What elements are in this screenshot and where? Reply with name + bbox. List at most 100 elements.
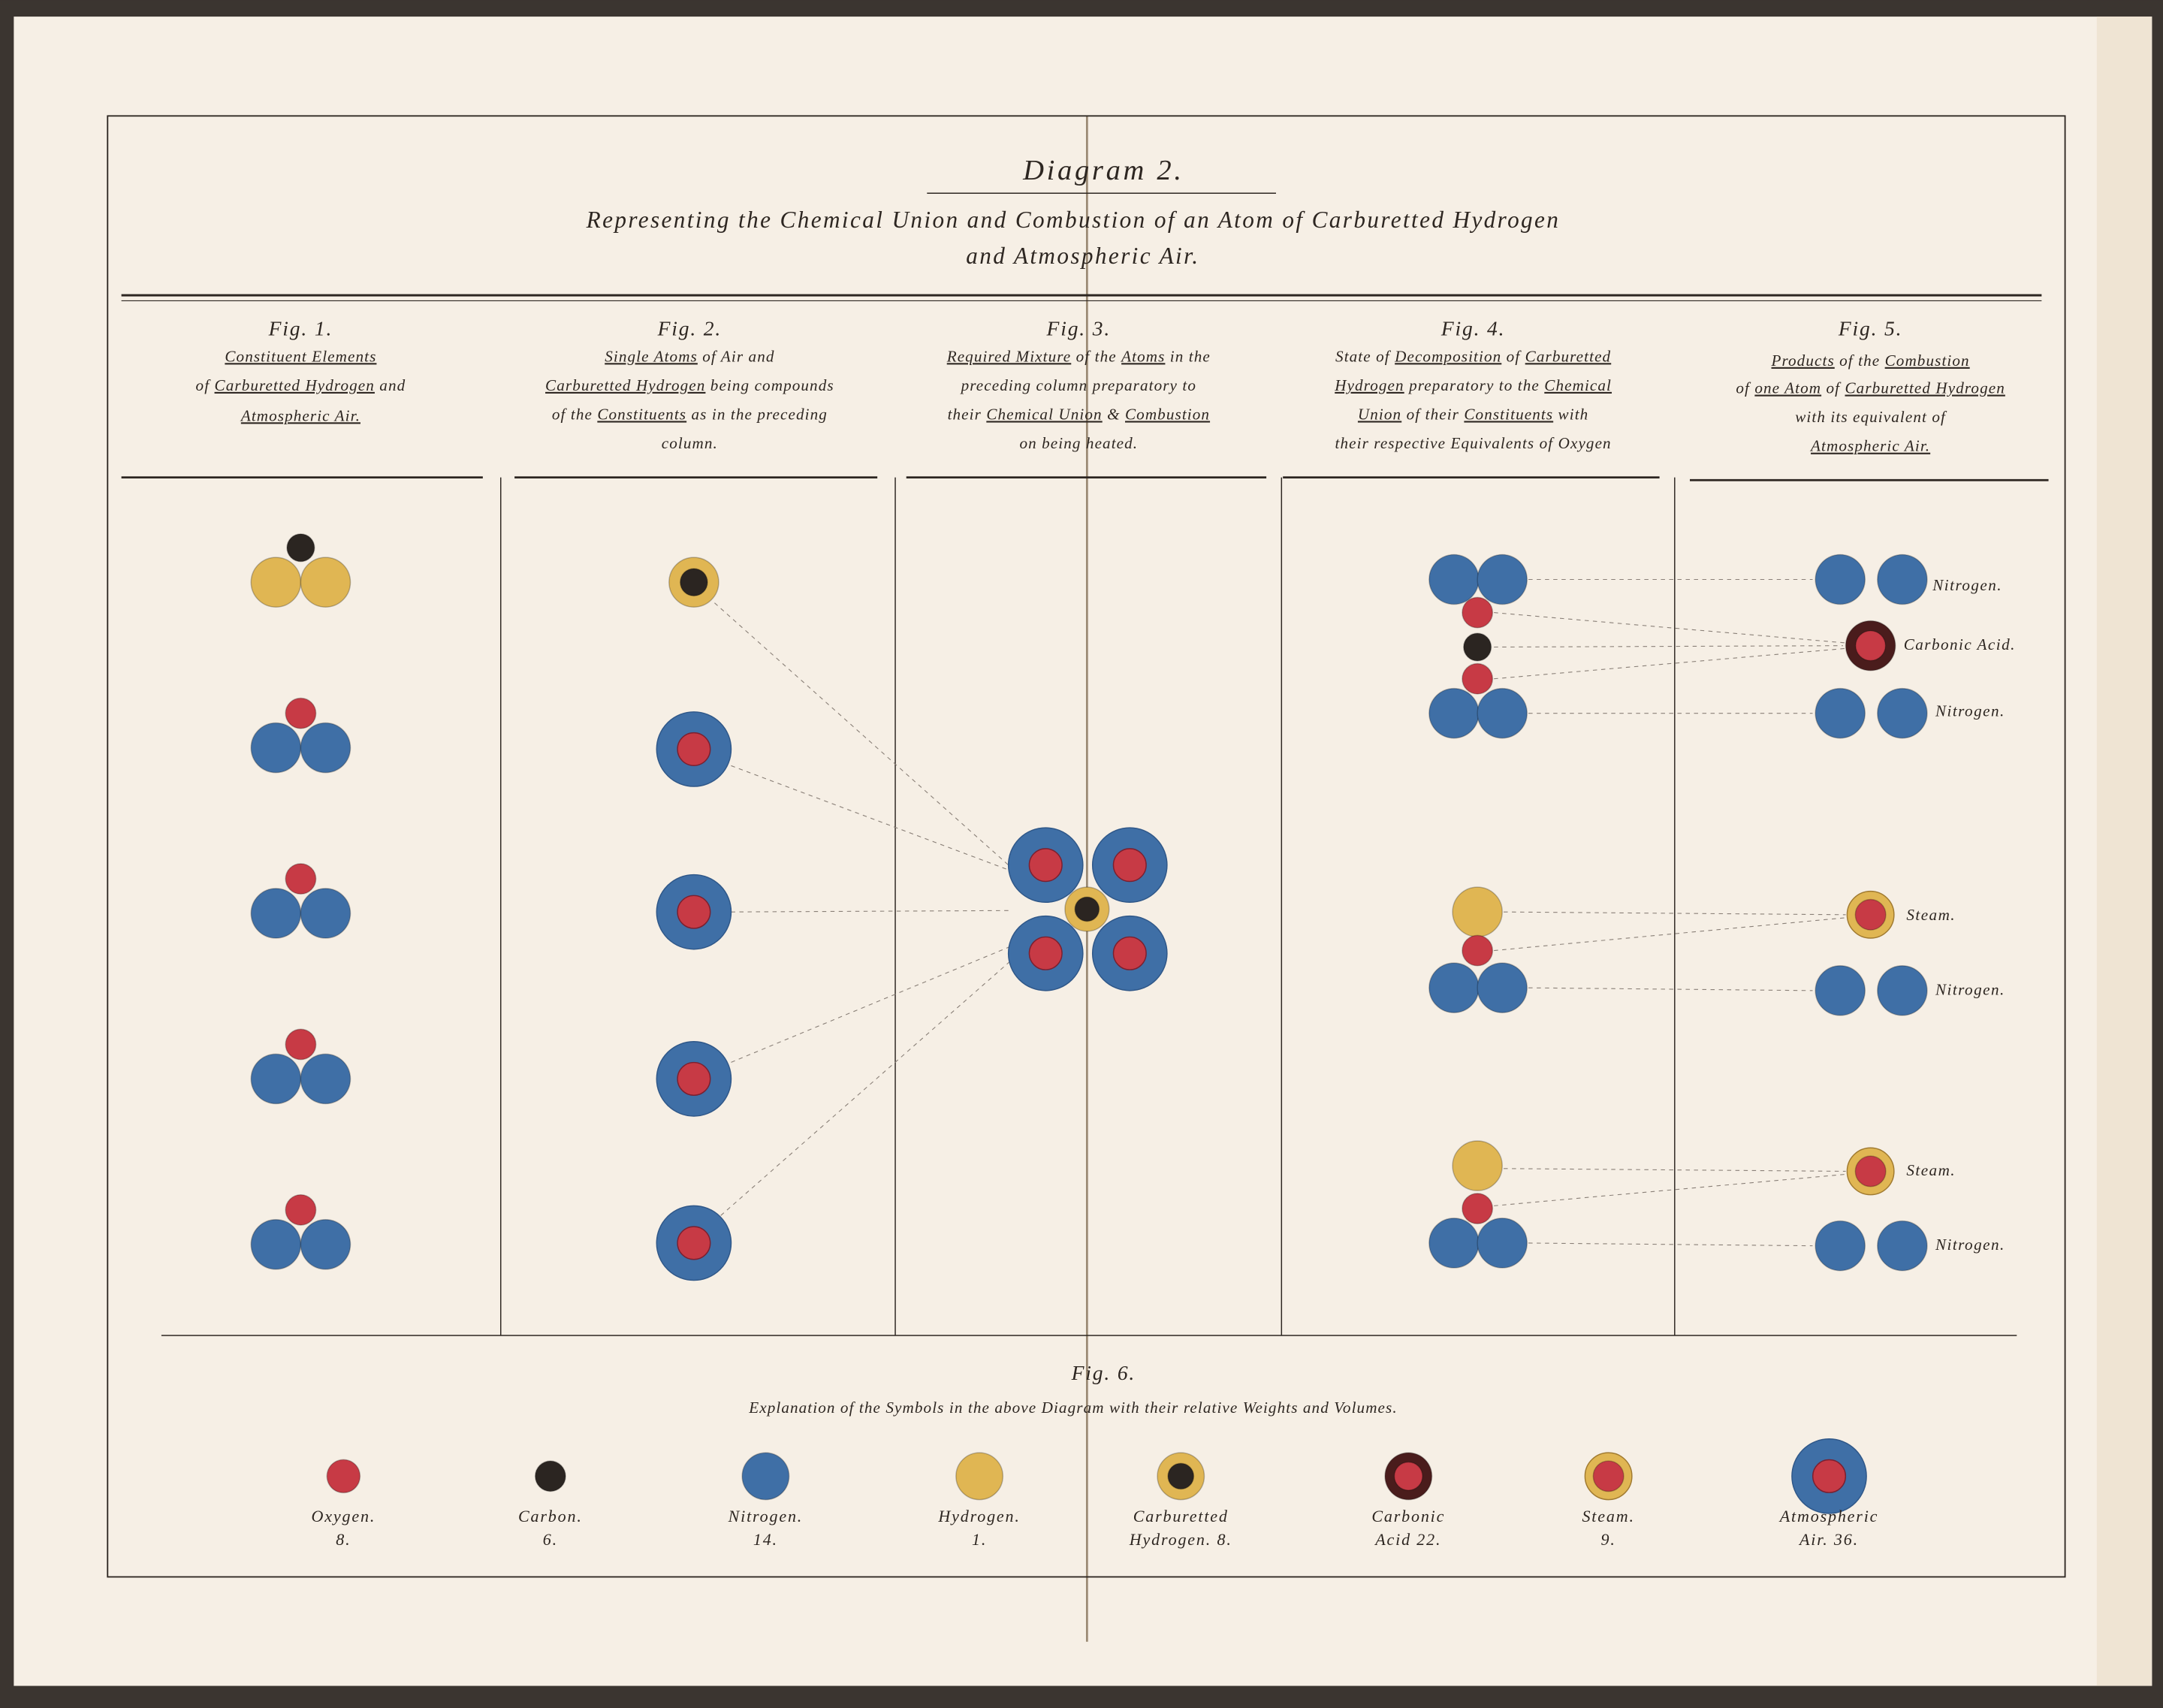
- caption-underlined-text: Chemical Union: [986, 405, 1102, 423]
- carbonic-acid-core-icon: [1855, 630, 1887, 662]
- atmospheric-air-core-icon: [1812, 1459, 1847, 1493]
- fig-title: Fig. 4.: [1440, 316, 1506, 339]
- caption-underlined-text: Constituents: [1464, 405, 1553, 423]
- caption-underlined-text: Hydrogen: [1334, 376, 1404, 394]
- fig-title: Fig. 1.: [268, 316, 333, 339]
- steam-core-icon: [1854, 1155, 1887, 1187]
- nitrogen-atom-icon: [1477, 962, 1528, 1013]
- caption-line: Hydrogen preparatory to the Chemical: [1334, 376, 1612, 394]
- hydrogen-atom-icon: [300, 557, 351, 608]
- atmospheric-air-core-icon: [677, 732, 711, 766]
- caption-line: Single Atoms of Air and: [605, 347, 774, 365]
- caption-line: preceding column preparatory to: [960, 376, 1196, 394]
- connector-line: [1494, 916, 1849, 952]
- connector-line: [1504, 911, 1846, 916]
- connector-line: [1504, 1168, 1846, 1172]
- caption-line: of Carburetted Hydrogen and: [196, 376, 406, 394]
- caption-line: Products of the Combustion: [1771, 352, 1970, 370]
- nitrogen-atom-icon: [741, 1452, 790, 1501]
- steam-core-icon: [1854, 898, 1887, 931]
- caption-text: and: [375, 376, 406, 394]
- caption-underlined-text: Carburetted Hydrogen: [545, 376, 705, 394]
- caption-text: of Air and: [698, 347, 775, 365]
- caption-text: in the: [1165, 347, 1210, 365]
- caption-text: column.: [662, 434, 718, 452]
- caption-line: on being heated.: [1019, 434, 1138, 452]
- legend-weight: 6.: [543, 1530, 558, 1549]
- connector-line: [1494, 645, 1843, 648]
- legend-label: Atmospheric: [1778, 1507, 1879, 1525]
- hydrogen-atom-icon: [955, 1452, 1004, 1501]
- oxygen-atom-icon: [285, 697, 317, 729]
- caption-underlined-text: Carburetted Hydrogen: [215, 376, 375, 394]
- atmospheric-air-core-icon: [677, 1061, 711, 1096]
- diagram-title: Diagram 2.: [1022, 155, 1184, 186]
- legend-weight: 9.: [1601, 1530, 1616, 1549]
- plate-border: [107, 115, 2066, 1578]
- caption-text: preparatory to the: [1404, 376, 1545, 394]
- caption-text: of: [1821, 379, 1845, 397]
- caption-line: Carburetted Hydrogen being compounds: [545, 376, 834, 394]
- caption-underlined-text: Atmospheric Air.: [240, 406, 360, 424]
- fig6-title: Fig. 6.: [1071, 1361, 1136, 1384]
- nitrogen-atom-icon: [1428, 554, 1480, 605]
- atmospheric-air-core-icon: [1028, 848, 1063, 883]
- nitrogen-atom-icon: [250, 1219, 302, 1270]
- fig5-product-label: Carbonic Acid.: [1904, 635, 2016, 653]
- hydrogen-atom-icon: [1452, 886, 1503, 937]
- caption-underlined-text: Decomposition: [1394, 347, 1501, 365]
- caption-underlined-text: Single Atoms: [605, 347, 698, 365]
- atmospheric-air-core-icon: [1028, 936, 1063, 970]
- connector-line: [731, 910, 1010, 913]
- caption-underlined-text: Union: [1358, 405, 1401, 423]
- subtitle-line-1: Representing the Chemical Union and Comb…: [586, 207, 1561, 233]
- connector-line: [731, 765, 1015, 873]
- connector-lines: [714, 578, 1849, 1247]
- connector-line: [714, 602, 1021, 877]
- connector-line: [1494, 1173, 1849, 1206]
- nitrogen-atom-icon: [300, 888, 351, 939]
- caption-line: Union of their Constituents with: [1358, 405, 1588, 423]
- caption-line: column.: [662, 434, 718, 452]
- legend-label: Steam.: [1582, 1507, 1634, 1525]
- nitrogen-atom-icon: [300, 1219, 351, 1270]
- caption-line: their respective Equivalents of Oxygen: [1335, 434, 1612, 452]
- caption-underlined-text: Constituents: [597, 405, 686, 423]
- connector-line: [1494, 612, 1846, 644]
- carburetted-hydrogen-core-icon: [679, 568, 708, 597]
- connector-line: [714, 951, 1021, 1221]
- nitrogen-atom-icon: [1877, 965, 1928, 1016]
- fig5-product-label: Steam.: [1906, 1161, 1956, 1179]
- connector-line: [1494, 647, 1846, 680]
- caption-text: of: [1501, 347, 1525, 365]
- oxygen-atom-icon: [285, 863, 317, 895]
- caption-line: Atmospheric Air.: [240, 406, 360, 424]
- nitrogen-atom-icon: [300, 1053, 351, 1105]
- caption-text: on being heated.: [1019, 434, 1138, 452]
- caption-line: with its equivalent of: [1795, 408, 1947, 426]
- oxygen-atom-icon: [1462, 596, 1494, 629]
- connector-line: [1528, 1242, 1813, 1247]
- oxygen-atom-icon: [285, 1028, 317, 1061]
- legend-weight: 1.: [972, 1530, 987, 1549]
- legend-weight: 8.: [336, 1530, 351, 1549]
- nitrogen-atom-icon: [1428, 687, 1480, 739]
- caption-text: their respective Equivalents of Oxygen: [1335, 434, 1612, 452]
- steam-core-icon: [1592, 1460, 1625, 1492]
- carburetted-hydrogen-core-icon: [1074, 896, 1100, 922]
- caption-underlined-text: Carburetted: [1525, 347, 1612, 365]
- nitrogen-atom-icon: [250, 888, 302, 939]
- legend-label: Nitrogen.: [728, 1507, 804, 1525]
- caption-line: Required Mixture of the Atoms in the: [946, 347, 1211, 365]
- nitrogen-atom-icon: [1477, 554, 1528, 605]
- caption-text: as in the preceding: [686, 405, 828, 423]
- caption-underlined-text: Products: [1771, 352, 1835, 370]
- nitrogen-atom-icon: [1815, 1220, 1866, 1272]
- connector-line: [731, 944, 1015, 1063]
- carburetted-hydrogen-core-icon: [1167, 1462, 1195, 1490]
- fig5-product-label: Nitrogen.: [1935, 1236, 2005, 1254]
- carbon-atom-icon: [286, 533, 315, 563]
- caption-underlined-text: Required Mixture: [946, 347, 1072, 365]
- fig5-product-label: Nitrogen.: [1935, 702, 2005, 720]
